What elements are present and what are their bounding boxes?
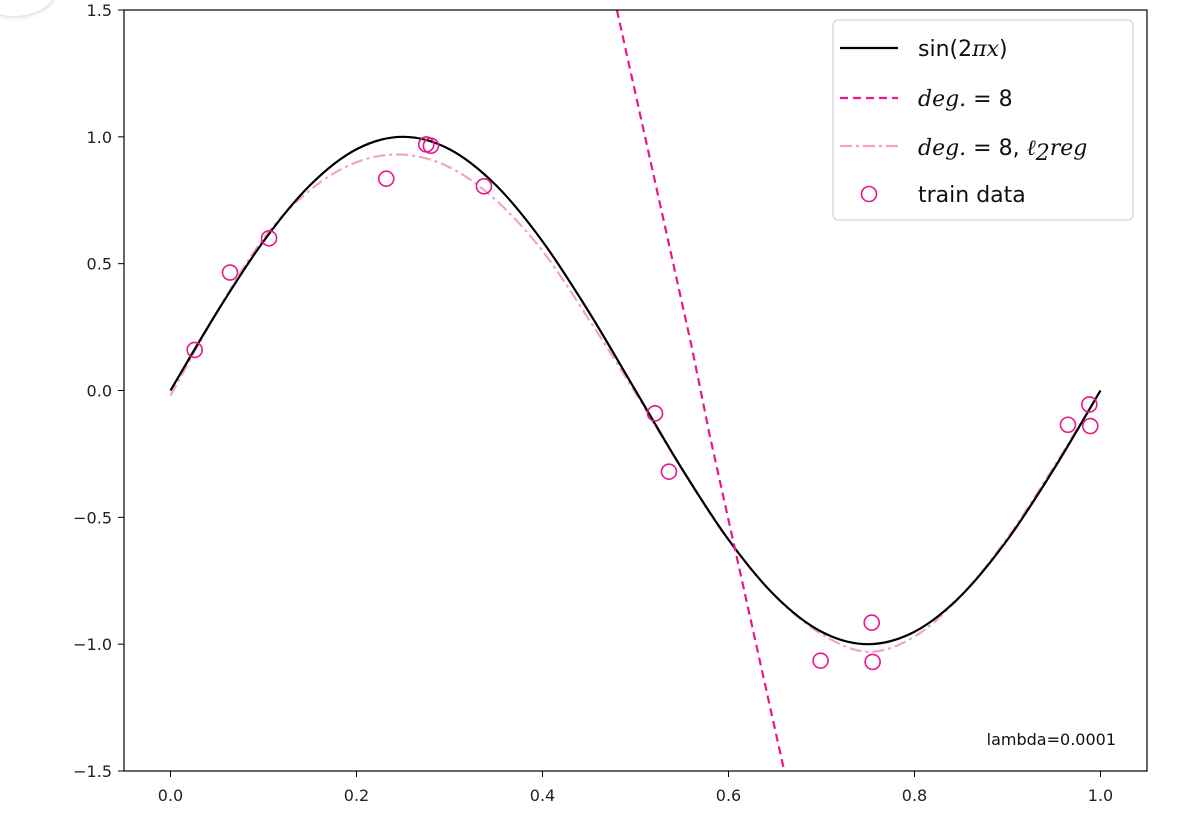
x-tick-label: 0.0 bbox=[158, 786, 183, 805]
legend-box bbox=[832, 19, 1134, 221]
x-tick-label: 0.6 bbox=[716, 786, 741, 805]
train-data-point bbox=[660, 463, 678, 480]
y-tick-label: −1.0 bbox=[73, 635, 112, 654]
train-data-point bbox=[377, 170, 395, 187]
legend-l2-reg: reg bbox=[1050, 136, 1088, 161]
train-data-points bbox=[186, 136, 1099, 671]
legend-sin-math: πx bbox=[971, 37, 999, 62]
series-layer bbox=[169, 10, 1102, 771]
x-tick-label: 0.8 bbox=[902, 786, 927, 805]
legend-sin-suffix: ) bbox=[999, 37, 1008, 62]
train-data-point bbox=[863, 614, 881, 631]
train-data-point bbox=[1059, 416, 1077, 434]
train-data-point bbox=[1081, 417, 1099, 435]
y-tick-label: 1.5 bbox=[87, 1, 112, 20]
sin-curve bbox=[169, 135, 1102, 646]
train-data-point bbox=[422, 137, 440, 155]
y-tick-label: −0.5 bbox=[73, 508, 112, 527]
lambda-annotation: lambda=0.0001 bbox=[987, 730, 1116, 749]
train-data-point bbox=[812, 652, 829, 669]
legend-deg8-label: deg. = 8 bbox=[918, 87, 1013, 112]
train-data-point bbox=[864, 653, 881, 671]
train-data-point bbox=[221, 264, 239, 281]
legend-sin-label: sin(2πx) bbox=[918, 37, 1008, 62]
y-tick-label: 1.0 bbox=[87, 128, 112, 147]
train-data-point bbox=[260, 230, 278, 247]
y-tick-label: 0.5 bbox=[87, 255, 112, 274]
legend-train-label: train data bbox=[918, 183, 1026, 208]
deg8-fit-line bbox=[615, 10, 786, 771]
x-tick-label: 0.4 bbox=[530, 786, 555, 805]
plot-frame bbox=[123, 9, 1148, 772]
x-tick-label: 1.0 bbox=[1088, 786, 1113, 805]
legend-l2-sub: 2 bbox=[1035, 141, 1050, 166]
legend-train-marker bbox=[860, 185, 878, 203]
legend-deg8-math: deg. bbox=[918, 87, 966, 112]
train-data-point bbox=[186, 341, 203, 359]
legend-l2-rest: = 8, bbox=[966, 136, 1026, 161]
x-axis-ticks: 0.0 0.2 0.4 0.6 0.8 1.0 bbox=[158, 771, 1113, 805]
train-data-point bbox=[646, 405, 664, 422]
legend: sin(2πx) deg. = 8 deg. = 8, ℓ2reg train … bbox=[832, 19, 1134, 221]
train-data-point bbox=[475, 177, 493, 195]
legend-sin-prefix: sin(2 bbox=[918, 37, 972, 62]
y-axis-ticks: −1.5 −1.0 −0.5 0.0 0.5 1.0 1.5 bbox=[73, 1, 124, 781]
y-tick-label: 0.0 bbox=[87, 382, 112, 401]
legend-l2-math: deg. bbox=[918, 136, 966, 161]
legend-l2-ell: ℓ bbox=[1027, 136, 1037, 161]
train-data-point bbox=[1081, 396, 1098, 413]
x-tick-label: 0.2 bbox=[344, 786, 369, 805]
legend-l2-label: deg. = 8, ℓ2reg bbox=[918, 136, 1087, 166]
y-tick-label: −1.5 bbox=[73, 762, 112, 781]
legend-deg8-rest: = 8 bbox=[966, 87, 1012, 112]
